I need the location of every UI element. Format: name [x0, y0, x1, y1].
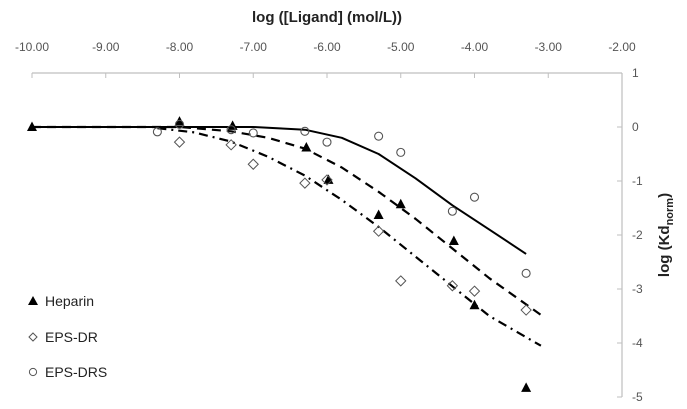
- heparin-fit-line: [32, 125, 542, 316]
- eps-dr-point-diamond-icon: [299, 177, 311, 189]
- x-tick-label: -6.00: [313, 40, 341, 54]
- eps-dr-point-diamond-icon: [173, 136, 186, 148]
- y-tick-label: -4: [632, 336, 643, 350]
- eps-dr-fit-line: [157, 127, 542, 347]
- eps-drs-point-circle-icon: [469, 192, 480, 202]
- y-axis-title-close: ): [656, 193, 673, 198]
- y-axis-title: log (Kdnorm): [656, 193, 676, 277]
- eps-drs-point-circle-icon: [374, 131, 384, 141]
- x-tick-label: -7.00: [240, 40, 268, 54]
- heparin-point-triangle-icon: [227, 120, 238, 130]
- y-axis: 1 0 -1 -2 -3 -4 -5: [617, 66, 643, 404]
- open-circle-icon: [28, 367, 38, 377]
- y-axis-title-main: log (Kd: [656, 225, 673, 277]
- x-tick-label: -5.00: [387, 40, 415, 54]
- eps-dr-point-diamond-icon: [468, 285, 481, 297]
- eps-drs-point-circle-icon: [248, 128, 258, 138]
- x-tick-label: -2.00: [608, 40, 636, 54]
- eps-drs-point-circle-icon: [447, 206, 457, 216]
- x-tick-label: -8.00: [166, 40, 194, 54]
- heparin-point-triangle-icon: [448, 235, 459, 245]
- eps-drs-fit-line: [32, 126, 527, 255]
- filled-triangle-icon: [28, 296, 38, 305]
- heparin-point-triangle-icon: [395, 198, 406, 209]
- y-axis-title-subscript: norm: [664, 198, 676, 226]
- legend-label: Heparin: [45, 293, 94, 309]
- eps-dr-point-diamond-icon: [321, 174, 333, 186]
- eps-drs-point-circle-icon: [396, 147, 406, 157]
- heparin-point-triangle-icon: [469, 299, 480, 310]
- x-tick-label: -10.00: [15, 40, 49, 54]
- legend-item-eps-dr: EPS-DR: [28, 329, 98, 345]
- y-tick-label: -1: [632, 174, 643, 188]
- eps-drs-point-circle-icon: [300, 126, 310, 136]
- eps-dr-point-diamond-icon: [372, 225, 385, 237]
- legend-label: EPS-DRS: [45, 364, 107, 380]
- x-axis-title: log ([Ligand] (mol/L)): [252, 9, 402, 26]
- eps-dr-point-diamond-icon: [247, 158, 259, 170]
- legend: Heparin EPS-DR EPS-DRS: [28, 293, 107, 380]
- eps-dr-point-diamond-icon: [520, 304, 532, 316]
- heparin-point-triangle-icon: [301, 142, 312, 152]
- x-tick-label: -4.00: [461, 40, 489, 54]
- heparin-point-triangle-icon: [373, 209, 384, 220]
- x-tick-label: -9.00: [92, 40, 120, 54]
- eps-drs-point-circle-icon: [521, 268, 531, 278]
- y-tick-label: -5: [632, 390, 643, 404]
- eps-drs-point-circle-icon: [152, 127, 162, 137]
- eps-drs-point-circle-icon: [322, 137, 332, 147]
- open-diamond-icon: [28, 332, 38, 342]
- y-tick-label: 1: [632, 66, 639, 80]
- heparin-point-triangle-icon: [27, 121, 37, 131]
- data-points: [27, 116, 532, 392]
- eps-dr-point-diamond-icon: [225, 139, 237, 151]
- legend-item-heparin: Heparin: [28, 293, 94, 309]
- eps-dr-point-diamond-icon: [395, 275, 407, 287]
- eps-drs-point-circle-icon: [174, 119, 185, 129]
- x-tick-label: -3.00: [535, 40, 563, 54]
- y-tick-label: 0: [632, 120, 639, 134]
- legend-item-eps-drs: EPS-DRS: [28, 364, 107, 380]
- y-tick-label: -2: [632, 228, 643, 242]
- fit-lines: [32, 125, 542, 347]
- eps-dr-point-diamond-icon: [446, 280, 459, 292]
- eps-drs-point-circle-icon: [226, 125, 236, 135]
- y-tick-label: -3: [632, 282, 643, 296]
- legend-label: EPS-DR: [45, 329, 98, 345]
- heparin-point-triangle-icon: [521, 382, 532, 392]
- x-axis: -10.00 -9.00 -8.00 -7.00 -6.00 -5.00 -4.00 -3.0…: [15, 40, 636, 78]
